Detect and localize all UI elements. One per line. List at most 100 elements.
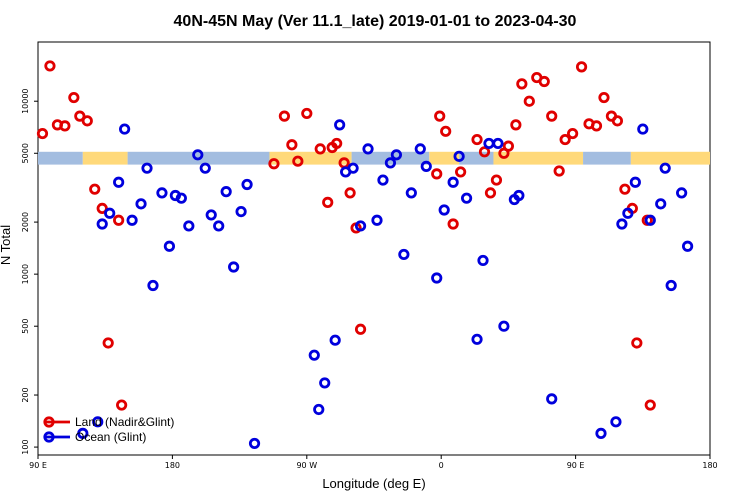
data-point	[644, 399, 656, 411]
data-point	[659, 162, 671, 174]
series-land	[36, 60, 656, 411]
plot-frame	[37, 41, 711, 456]
data-point	[354, 220, 367, 232]
data-point	[371, 214, 383, 226]
chart-title: 40N-45N May (Ver 11.1_late) 2019-01-01 t…	[174, 13, 577, 30]
data-point	[44, 60, 56, 72]
y-axis-label: N Total	[0, 225, 13, 265]
data-point	[559, 133, 571, 146]
data-point	[440, 125, 452, 137]
data-point	[377, 174, 389, 186]
legend-item-land: Land (Nadir&Glint)	[43, 415, 174, 429]
data-point	[183, 220, 195, 232]
data-point	[314, 143, 326, 155]
data-point	[344, 187, 356, 199]
y-tick-label: 200	[21, 387, 30, 402]
data-point	[390, 149, 402, 161]
data-point	[334, 119, 346, 131]
data-point	[126, 214, 138, 226]
data-point	[192, 149, 204, 161]
data-point	[113, 176, 125, 188]
x-tick-label: 0	[439, 461, 444, 470]
x-tick-label: 90 E	[567, 461, 585, 470]
series-ocean	[77, 119, 694, 450]
data-point	[228, 261, 240, 273]
band-segment-land	[82, 151, 128, 165]
data-point	[268, 158, 280, 170]
data-point	[575, 61, 588, 73]
data-point	[313, 403, 325, 416]
data-point	[308, 349, 320, 361]
data-point	[292, 155, 304, 167]
data-point	[36, 127, 49, 140]
data-point	[681, 240, 694, 252]
data-point	[453, 150, 465, 162]
x-tick-label: 90 E	[29, 461, 47, 470]
data-point	[610, 416, 622, 428]
data-point	[199, 162, 211, 174]
y-tick-label: 1000	[21, 264, 30, 284]
data-point	[492, 137, 504, 150]
data-point	[362, 143, 374, 155]
data-point	[384, 157, 397, 169]
data-point	[322, 196, 334, 208]
data-point	[77, 427, 89, 439]
data-point	[447, 176, 459, 188]
band-segment-land	[429, 151, 460, 165]
data-point	[92, 416, 104, 428]
data-point	[478, 146, 491, 158]
data-point	[477, 254, 489, 267]
data-point	[611, 115, 624, 127]
data-point	[102, 337, 114, 349]
y-tick-label: 5000	[21, 143, 30, 163]
data-point	[546, 110, 558, 122]
data-point	[141, 162, 153, 174]
data-point	[513, 189, 525, 202]
data-point	[598, 91, 610, 104]
data-point	[484, 187, 497, 199]
band-segment-land	[269, 151, 352, 165]
land-ocean-band	[38, 151, 710, 165]
data-point	[175, 192, 187, 204]
band-segment-land	[493, 151, 584, 165]
y-tick-label: 2000	[21, 212, 30, 232]
data-point	[116, 399, 128, 411]
data-point	[498, 320, 510, 332]
data-point	[235, 205, 247, 218]
data-point	[546, 393, 558, 405]
data-point	[347, 162, 359, 174]
data-point	[471, 133, 483, 146]
data-point	[460, 192, 473, 204]
data-point	[510, 119, 522, 131]
data-point	[96, 218, 108, 230]
data-point	[398, 248, 410, 261]
x-tick-label: 180	[702, 461, 717, 470]
data-point	[156, 187, 168, 199]
data-point	[665, 279, 677, 292]
data-point	[113, 214, 125, 226]
data-point	[163, 240, 176, 252]
data-point	[286, 139, 298, 151]
data-point	[81, 115, 93, 127]
legend-marker	[43, 416, 55, 428]
y-axis: 100 200 500 1000 2000 5000 10000	[21, 88, 38, 455]
data-point	[213, 220, 225, 232]
data-point	[567, 127, 579, 140]
data-point	[516, 78, 528, 90]
data-point	[278, 110, 290, 122]
data-point	[455, 166, 467, 178]
data-point	[438, 204, 450, 216]
data-point	[329, 334, 341, 346]
data-point	[553, 165, 565, 177]
data-point	[59, 120, 71, 132]
legend: Land (Nadir&Glint)Ocean (Glint)	[43, 415, 174, 444]
data-point	[629, 176, 641, 188]
data-point	[96, 202, 108, 215]
data-point	[319, 377, 331, 389]
data-point	[595, 427, 607, 439]
data-point	[220, 186, 232, 198]
data-point	[490, 174, 503, 186]
legend-item-ocean: Ocean (Glint)	[43, 430, 146, 444]
band-segment-ocean	[38, 151, 83, 165]
